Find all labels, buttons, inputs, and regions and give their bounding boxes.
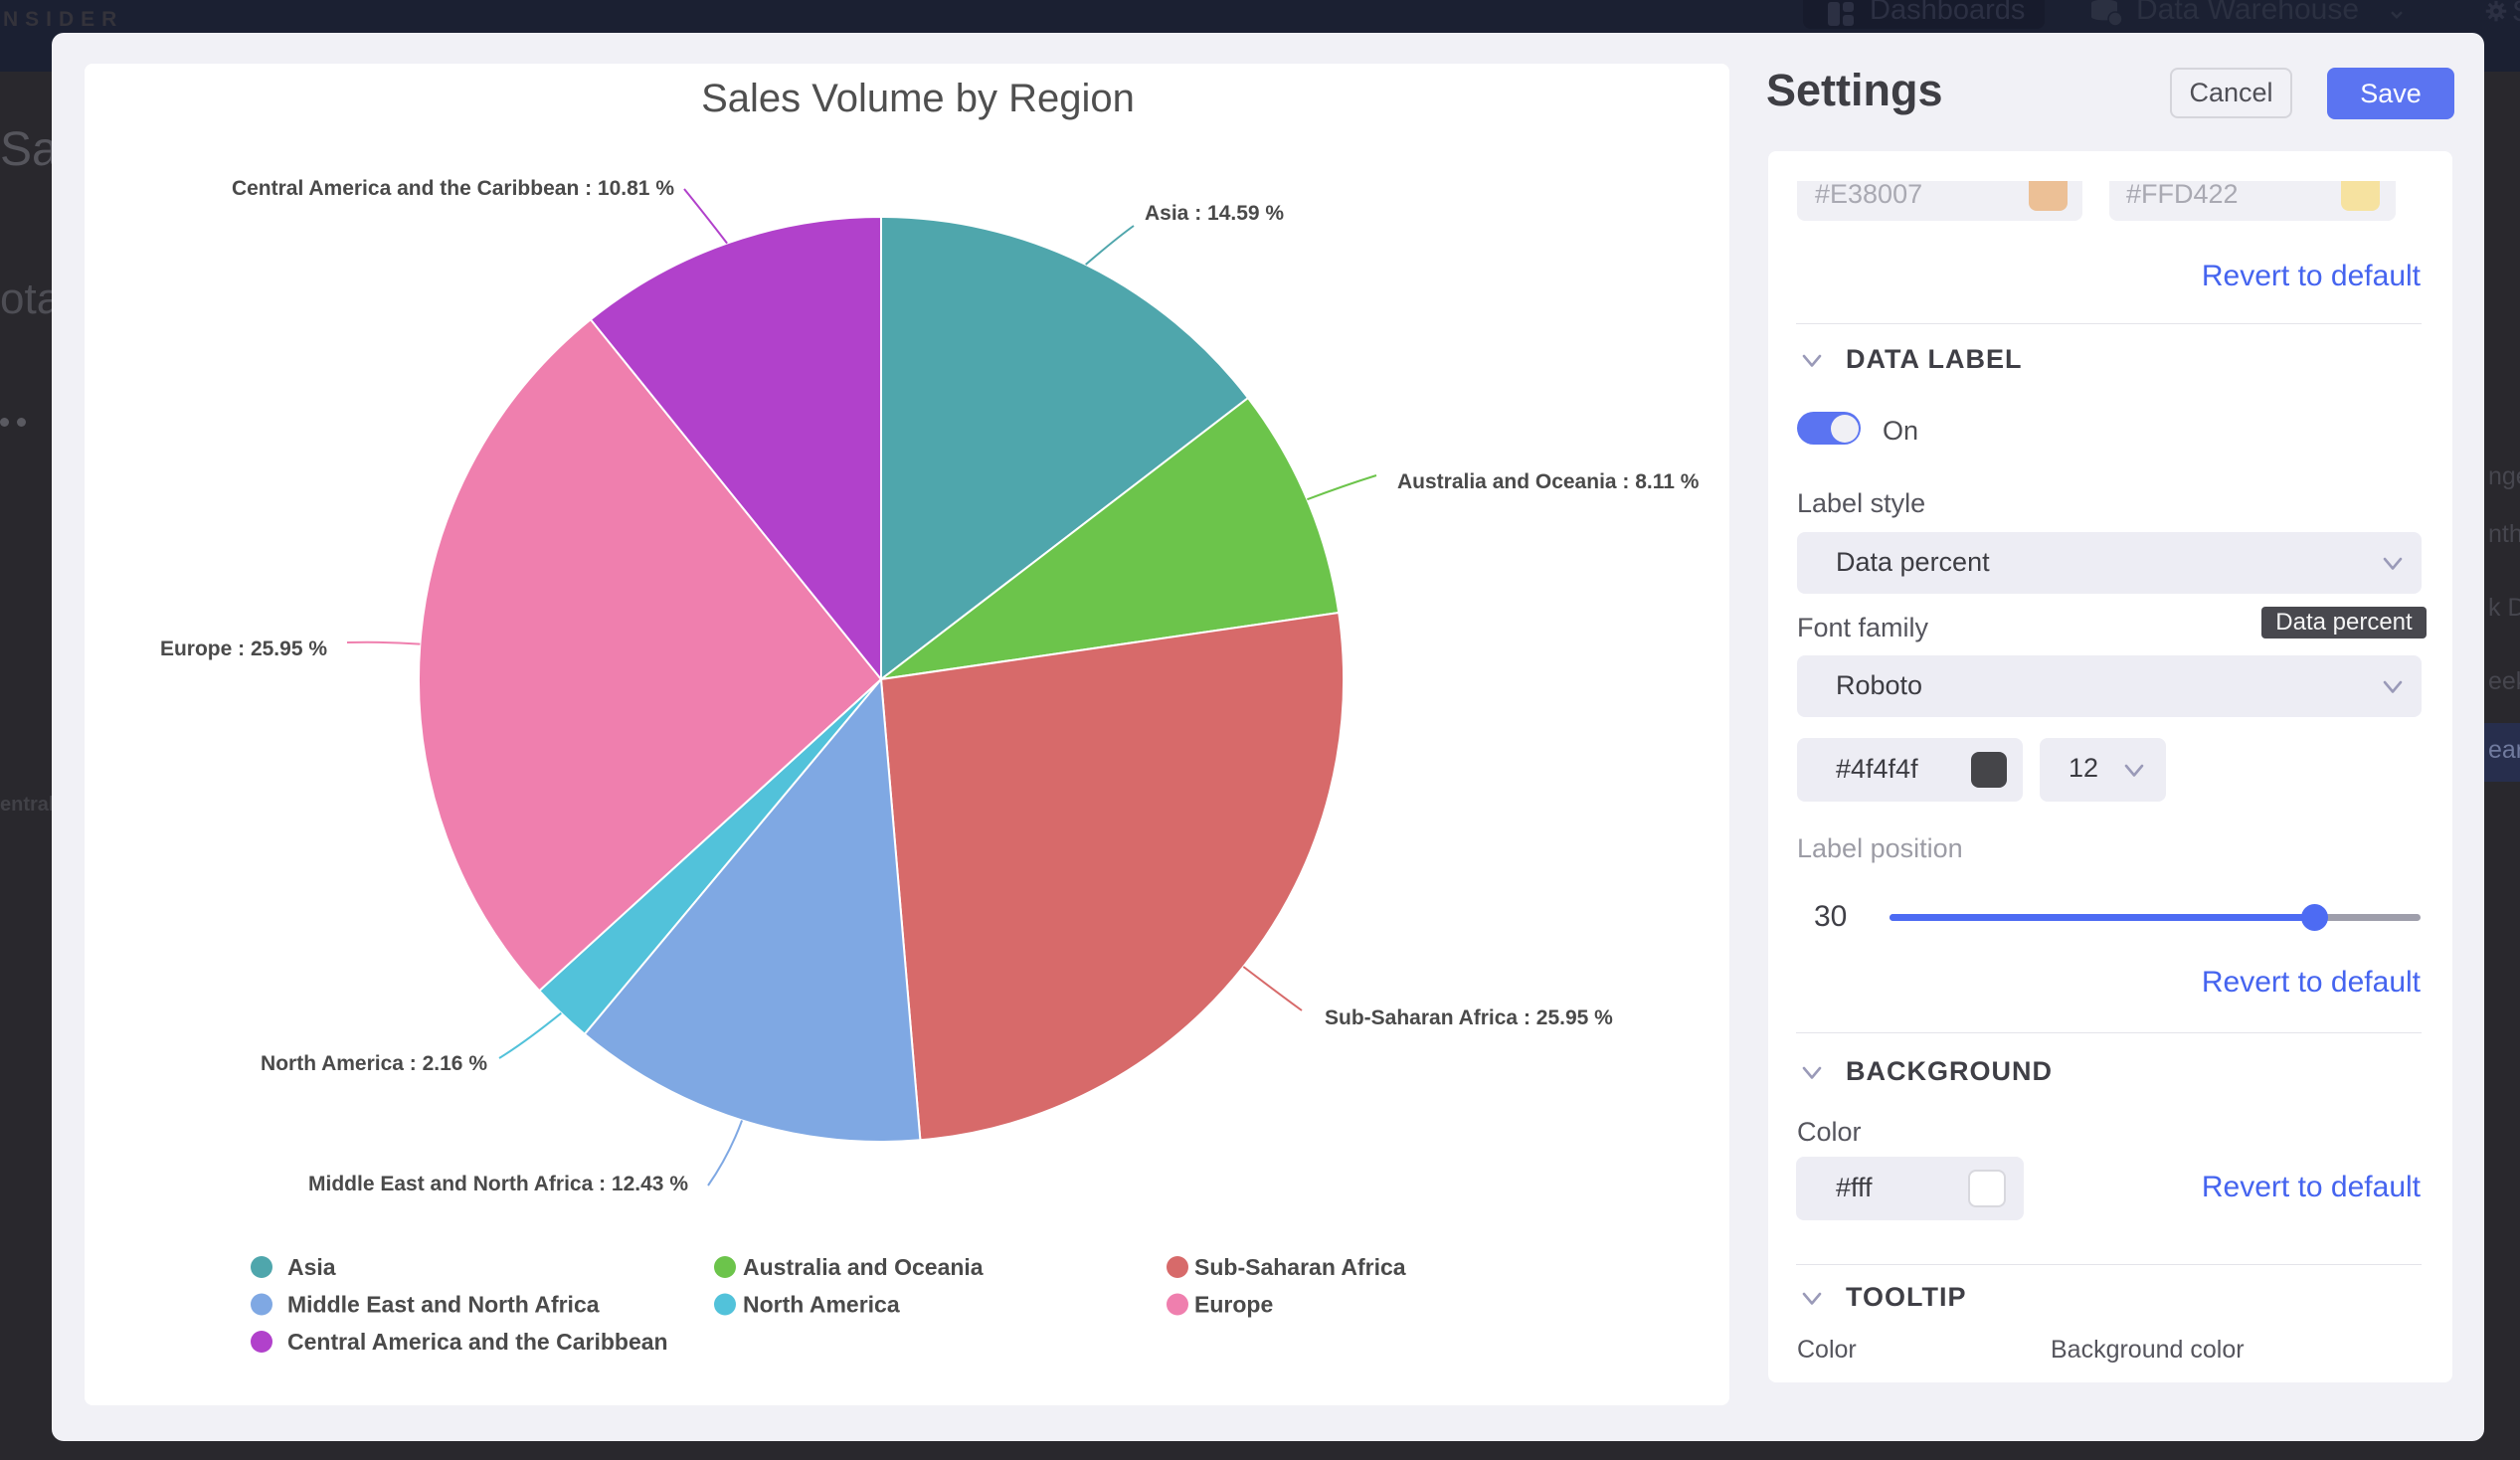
svg-text:Asia : 14.59 %: Asia : 14.59 % <box>1145 202 1284 225</box>
svg-text:Australia and Oceania: Australia and Oceania <box>743 1254 984 1280</box>
svg-text:Sales Volume by Region: Sales Volume by Region <box>701 77 1135 120</box>
svg-text:Europe: Europe <box>1194 1292 1273 1318</box>
svg-text:Europe : 25.95 %: Europe : 25.95 % <box>160 638 327 660</box>
svg-text:Sub-Saharan Africa: Sub-Saharan Africa <box>1194 1254 1406 1280</box>
svg-text:Central America and the Caribb: Central America and the Caribbean : 10.8… <box>232 177 674 200</box>
svg-text:Asia: Asia <box>287 1254 336 1280</box>
svg-text:Sub-Saharan Africa : 25.95 %: Sub-Saharan Africa : 25.95 % <box>1325 1006 1613 1029</box>
svg-text:Central America and the Caribb: Central America and the Caribbean <box>287 1329 668 1355</box>
svg-text:Middle East and North Africa :: Middle East and North Africa : 12.43 % <box>308 1173 688 1195</box>
svg-text:North America : 2.16 %: North America : 2.16 % <box>261 1052 487 1075</box>
svg-text:Australia and Oceania : 8.11 %: Australia and Oceania : 8.11 % <box>1397 470 1700 493</box>
svg-text:Middle East and North Africa: Middle East and North Africa <box>287 1292 600 1318</box>
svg-text:North America: North America <box>743 1292 900 1318</box>
